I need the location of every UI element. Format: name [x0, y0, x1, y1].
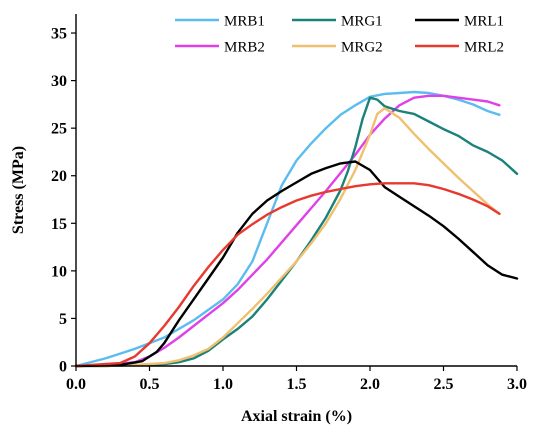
series-line-mrl1 [74, 160, 519, 368]
series-line-mrg2 [74, 107, 501, 368]
series-line-mrb1 [74, 90, 501, 368]
y-tick-label: 35 [51, 26, 67, 43]
legend: MRB1 MRG1 MRL1 MRB2 MRG2 MRL2 [175, 14, 504, 56]
x-ticks: 0.0 0.5 1.0 1.5 2.0 2.5 3.0 [66, 366, 527, 393]
x-tick-label: 2.5 [434, 376, 454, 393]
x-tick-label: 3.0 [507, 376, 527, 393]
x-axis-title: Axial strain (%) [241, 408, 352, 425]
legend-label-mrl2: MRL2 [464, 40, 504, 56]
y-tick-label: 20 [51, 168, 67, 185]
axes [75, 14, 517, 367]
y-tick-label: 5 [59, 311, 67, 328]
legend-label-mrb1: MRB1 [224, 14, 265, 30]
x-tick-label: 0.5 [140, 376, 160, 393]
legend-label-mrb2: MRB2 [224, 40, 265, 56]
x-tick-label: 0.0 [66, 376, 86, 393]
x-tick-label: 2.0 [360, 376, 380, 393]
y-tick-label: 30 [51, 73, 67, 90]
legend-label-mrg2: MRG2 [341, 40, 383, 56]
series-layer [74, 90, 519, 368]
y-tick-label: 0 [59, 359, 67, 376]
legend-label-mrl1: MRL1 [464, 14, 504, 30]
x-tick-label: 1.5 [287, 376, 307, 393]
y-tick-label: 25 [51, 121, 67, 138]
series-line-mrl2 [74, 182, 501, 368]
legend-label-mrg1: MRG1 [341, 14, 383, 30]
series-line-mrb2 [74, 94, 501, 368]
y-tick-label: 10 [51, 263, 67, 280]
y-ticks: 0 5 10 15 20 25 30 35 [51, 26, 76, 376]
x-tick-label: 1.0 [213, 376, 233, 393]
y-axis-title: Stress (MPa) [10, 146, 27, 234]
y-tick-label: 15 [51, 216, 67, 233]
